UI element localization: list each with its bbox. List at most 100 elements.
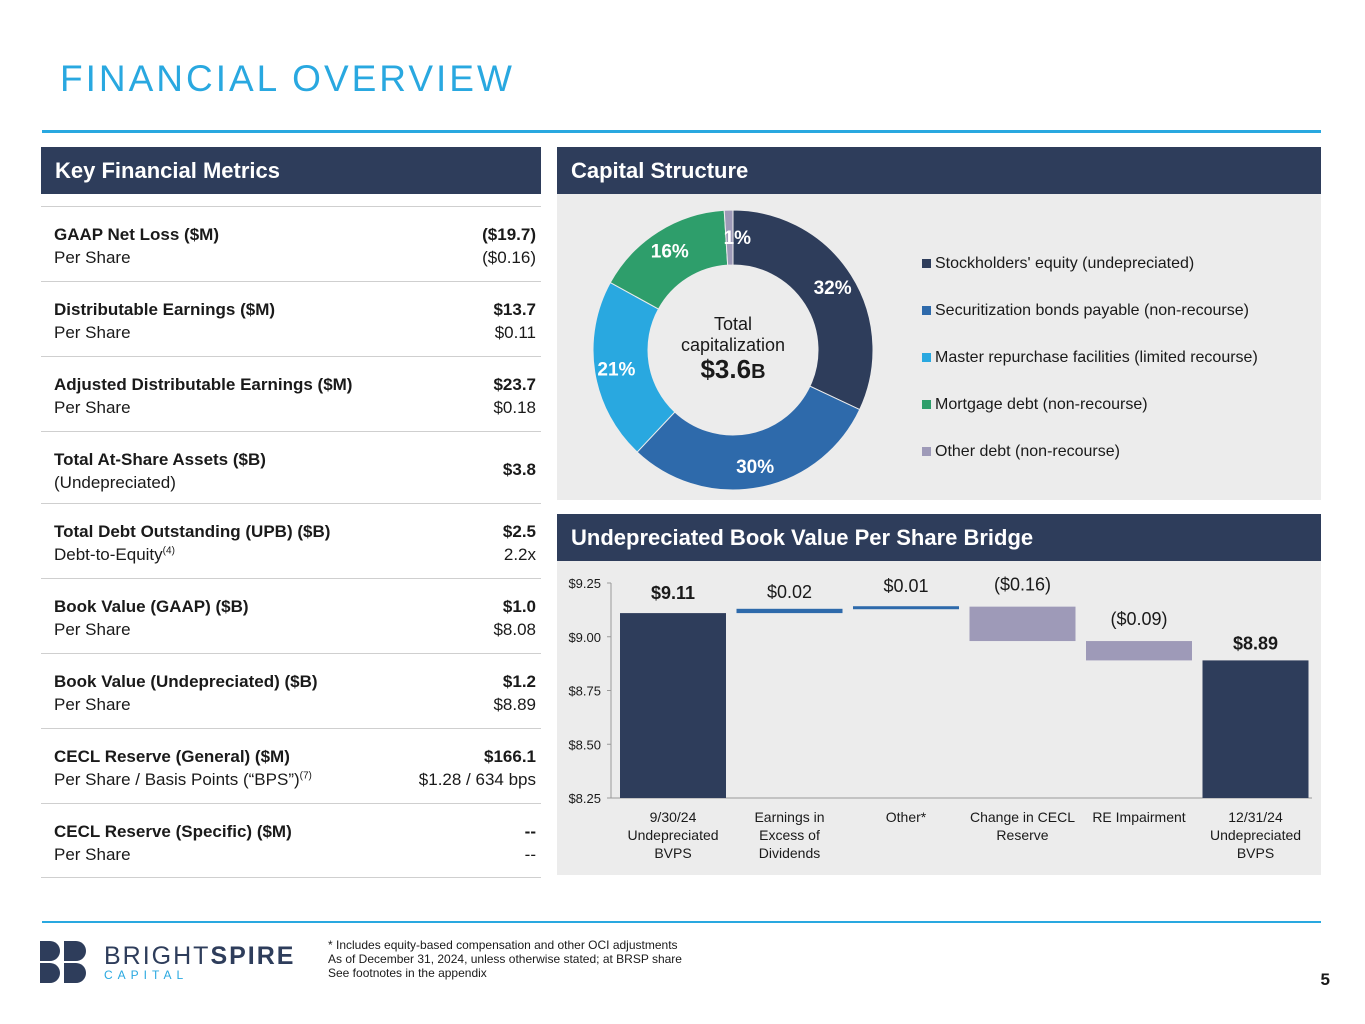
metric-name: Book Value (Undepreciated) ($B) xyxy=(54,672,318,691)
metric-row: GAAP Net Loss ($M) Per Share ($19.7) ($0.16… xyxy=(41,206,541,281)
metric-sub-label: Per Share xyxy=(54,321,275,344)
legend-swatch xyxy=(922,306,931,315)
metric-per-share-value: $8.89 xyxy=(493,695,536,714)
metric-name: Adjusted Distributable Earnings ($M) xyxy=(54,375,353,394)
metric-name: CECL Reserve (General) ($M) xyxy=(54,747,290,766)
center-value-unit: B xyxy=(751,361,765,383)
bridge-category-label: BVPS xyxy=(1237,845,1274,861)
metric-label: Book Value (Undepreciated) ($B) Per Share xyxy=(54,670,318,716)
metric-value: $166.1 xyxy=(484,747,536,766)
metric-sub-label-text: Per Share xyxy=(54,248,131,267)
donut-slice xyxy=(723,209,734,266)
legend-item: Mortgage debt (non-recourse) xyxy=(922,381,1258,428)
bridge-bar xyxy=(736,608,843,614)
legend-label: Other debt (non-recourse) xyxy=(935,442,1120,460)
metric-name: Distributable Earnings ($M) xyxy=(54,300,276,319)
footnote-ref: (7) xyxy=(299,770,312,782)
bridge-bar xyxy=(1202,660,1309,798)
page-title: FINANCIAL OVERVIEW xyxy=(60,58,515,99)
metric-values: -- -- xyxy=(525,820,536,866)
metric-label: CECL Reserve (General) ($M) Per Share / B… xyxy=(54,745,312,791)
metric-name: Book Value (GAAP) ($B) xyxy=(54,597,249,616)
bridge-data-label: ($0.16) xyxy=(994,575,1051,595)
bridge-data-label: $9.11 xyxy=(651,583,695,603)
bridge-data-label: ($0.09) xyxy=(1110,609,1167,629)
metric-per-share-value: ($0.16) xyxy=(482,248,536,267)
metric-value: ($19.7) xyxy=(482,225,536,244)
bridge-category-label: Reserve xyxy=(996,827,1048,843)
donut-slice xyxy=(732,209,874,411)
brightspire-logo: BRIGHTSPIRE CAPITAL xyxy=(40,941,293,988)
bridge-category-label: Undepreciated xyxy=(1210,827,1301,843)
y-tick-label: $8.75 xyxy=(568,684,601,699)
bridge-category-label: Undepreciated xyxy=(627,827,718,843)
metric-sub-label: Per Share xyxy=(54,618,249,641)
bvps-bridge-chart: $8.25 $8.50 $8.75 $9.00 $9.25 $9.11 9/30/24 Und… xyxy=(568,575,1312,861)
metric-sub-label-text: Per Share xyxy=(54,398,131,417)
y-tick-label: $8.50 xyxy=(568,737,601,752)
metric-label: CECL Reserve (Specific) ($M) Per Share xyxy=(54,820,292,866)
top-divider xyxy=(42,130,1321,133)
metric-label: GAAP Net Loss ($M) Per Share xyxy=(54,223,219,269)
donut-center-value: $3.6B xyxy=(700,354,765,384)
metric-sub-label-text: Per Share xyxy=(54,845,131,864)
metric-sub-label: Debt-to-Equity(4) xyxy=(54,543,330,566)
bridge-bar xyxy=(1086,641,1192,661)
y-tick-label: $8.25 xyxy=(568,791,601,806)
donut-slice xyxy=(636,385,861,491)
bridge-category-label: BVPS xyxy=(654,845,691,861)
legend-item: Master repurchase facilities (limited re… xyxy=(922,334,1258,381)
y-tick-label: $9.25 xyxy=(568,576,601,591)
metric-sub-label: Per Share / Basis Points (“BPS”)(7) xyxy=(54,768,312,791)
bridge-category-label: RE Impairment xyxy=(1092,809,1185,825)
footnotes: * Includes equity-based compensation and… xyxy=(328,938,682,980)
metric-values: $13.7 $0.11 xyxy=(493,298,536,344)
donut-center-label: Total xyxy=(714,314,752,334)
donut-slice-label: 32% xyxy=(814,278,852,299)
legend-item: Other debt (non-recourse) xyxy=(922,428,1258,475)
metric-values: $23.7 $0.18 xyxy=(493,373,536,419)
bridge-category-label: Change in CECL xyxy=(970,809,1075,825)
metric-sub-label: Per Share xyxy=(54,693,318,716)
metric-values: $1.2 $8.89 xyxy=(493,670,536,716)
metric-value: $13.7 xyxy=(493,300,536,319)
footnote-line: See footnotes in the appendix xyxy=(328,966,487,980)
metric-row: CECL Reserve (Specific) ($M) Per Share -- -… xyxy=(41,803,541,878)
bridge-category-label: Dividends xyxy=(759,845,820,861)
bridge-data-label: $8.89 xyxy=(1233,633,1278,653)
metric-name: Total At-Share Assets ($B) xyxy=(54,450,266,469)
metric-value: $2.5 xyxy=(502,522,536,541)
bottom-divider xyxy=(42,921,1321,923)
legend-label: Securitization bonds payable (non-recour… xyxy=(935,301,1249,319)
metric-sub-label: Per Share xyxy=(54,396,352,419)
bridge-data-label: $0.02 xyxy=(767,582,812,602)
metric-label: Distributable Earnings ($M) Per Share xyxy=(54,298,275,344)
donut-slice-label: 21% xyxy=(597,359,635,380)
metric-per-share-value: $1.28 / 634 bps xyxy=(418,770,536,789)
metric-per-share-value: $0.18 xyxy=(493,398,536,417)
logo-subtitle: CAPITAL xyxy=(104,968,189,982)
metrics-table: GAAP Net Loss ($M) Per Share ($19.7) ($0.16… xyxy=(41,206,541,878)
footnote-line: * Includes equity-based compensation and… xyxy=(328,938,678,952)
metric-row: Distributable Earnings ($M) Per Share $13.… xyxy=(41,281,541,356)
metric-per-share-value: $0.11 xyxy=(494,323,536,342)
bridge-panel-heading: Undepreciated Book Value Per Share Bridg… xyxy=(557,514,1321,561)
bridge-category-label: 12/31/24 xyxy=(1228,809,1283,825)
bridge-category-label: Earnings in xyxy=(754,809,824,825)
metric-label: Book Value (GAAP) ($B) Per Share xyxy=(54,595,249,641)
logo-mark-icon xyxy=(40,941,86,983)
metric-row: Total At-Share Assets ($B) (Undepreciated… xyxy=(41,431,541,503)
logo-wordmark: BRIGHTSPIRE xyxy=(104,942,296,970)
donut-slice-label: 1% xyxy=(724,228,752,249)
y-tick-label: $9.00 xyxy=(568,630,601,645)
metric-sub-label-text: Per Share xyxy=(54,695,131,714)
metric-name: GAAP Net Loss ($M) xyxy=(54,225,219,244)
legend-swatch xyxy=(922,400,931,409)
metric-value: -- xyxy=(524,822,536,841)
metric-sub-label-text: Per Share xyxy=(54,620,131,639)
legend-swatch xyxy=(922,447,931,456)
metric-row: Total Debt Outstanding (UPB) ($B) Debt-to… xyxy=(41,503,541,578)
capital-panel-heading: Capital Structure xyxy=(557,147,1321,194)
bridge-category-label: Other* xyxy=(886,809,927,825)
metric-label: Adjusted Distributable Earnings ($M) Per … xyxy=(54,373,352,419)
